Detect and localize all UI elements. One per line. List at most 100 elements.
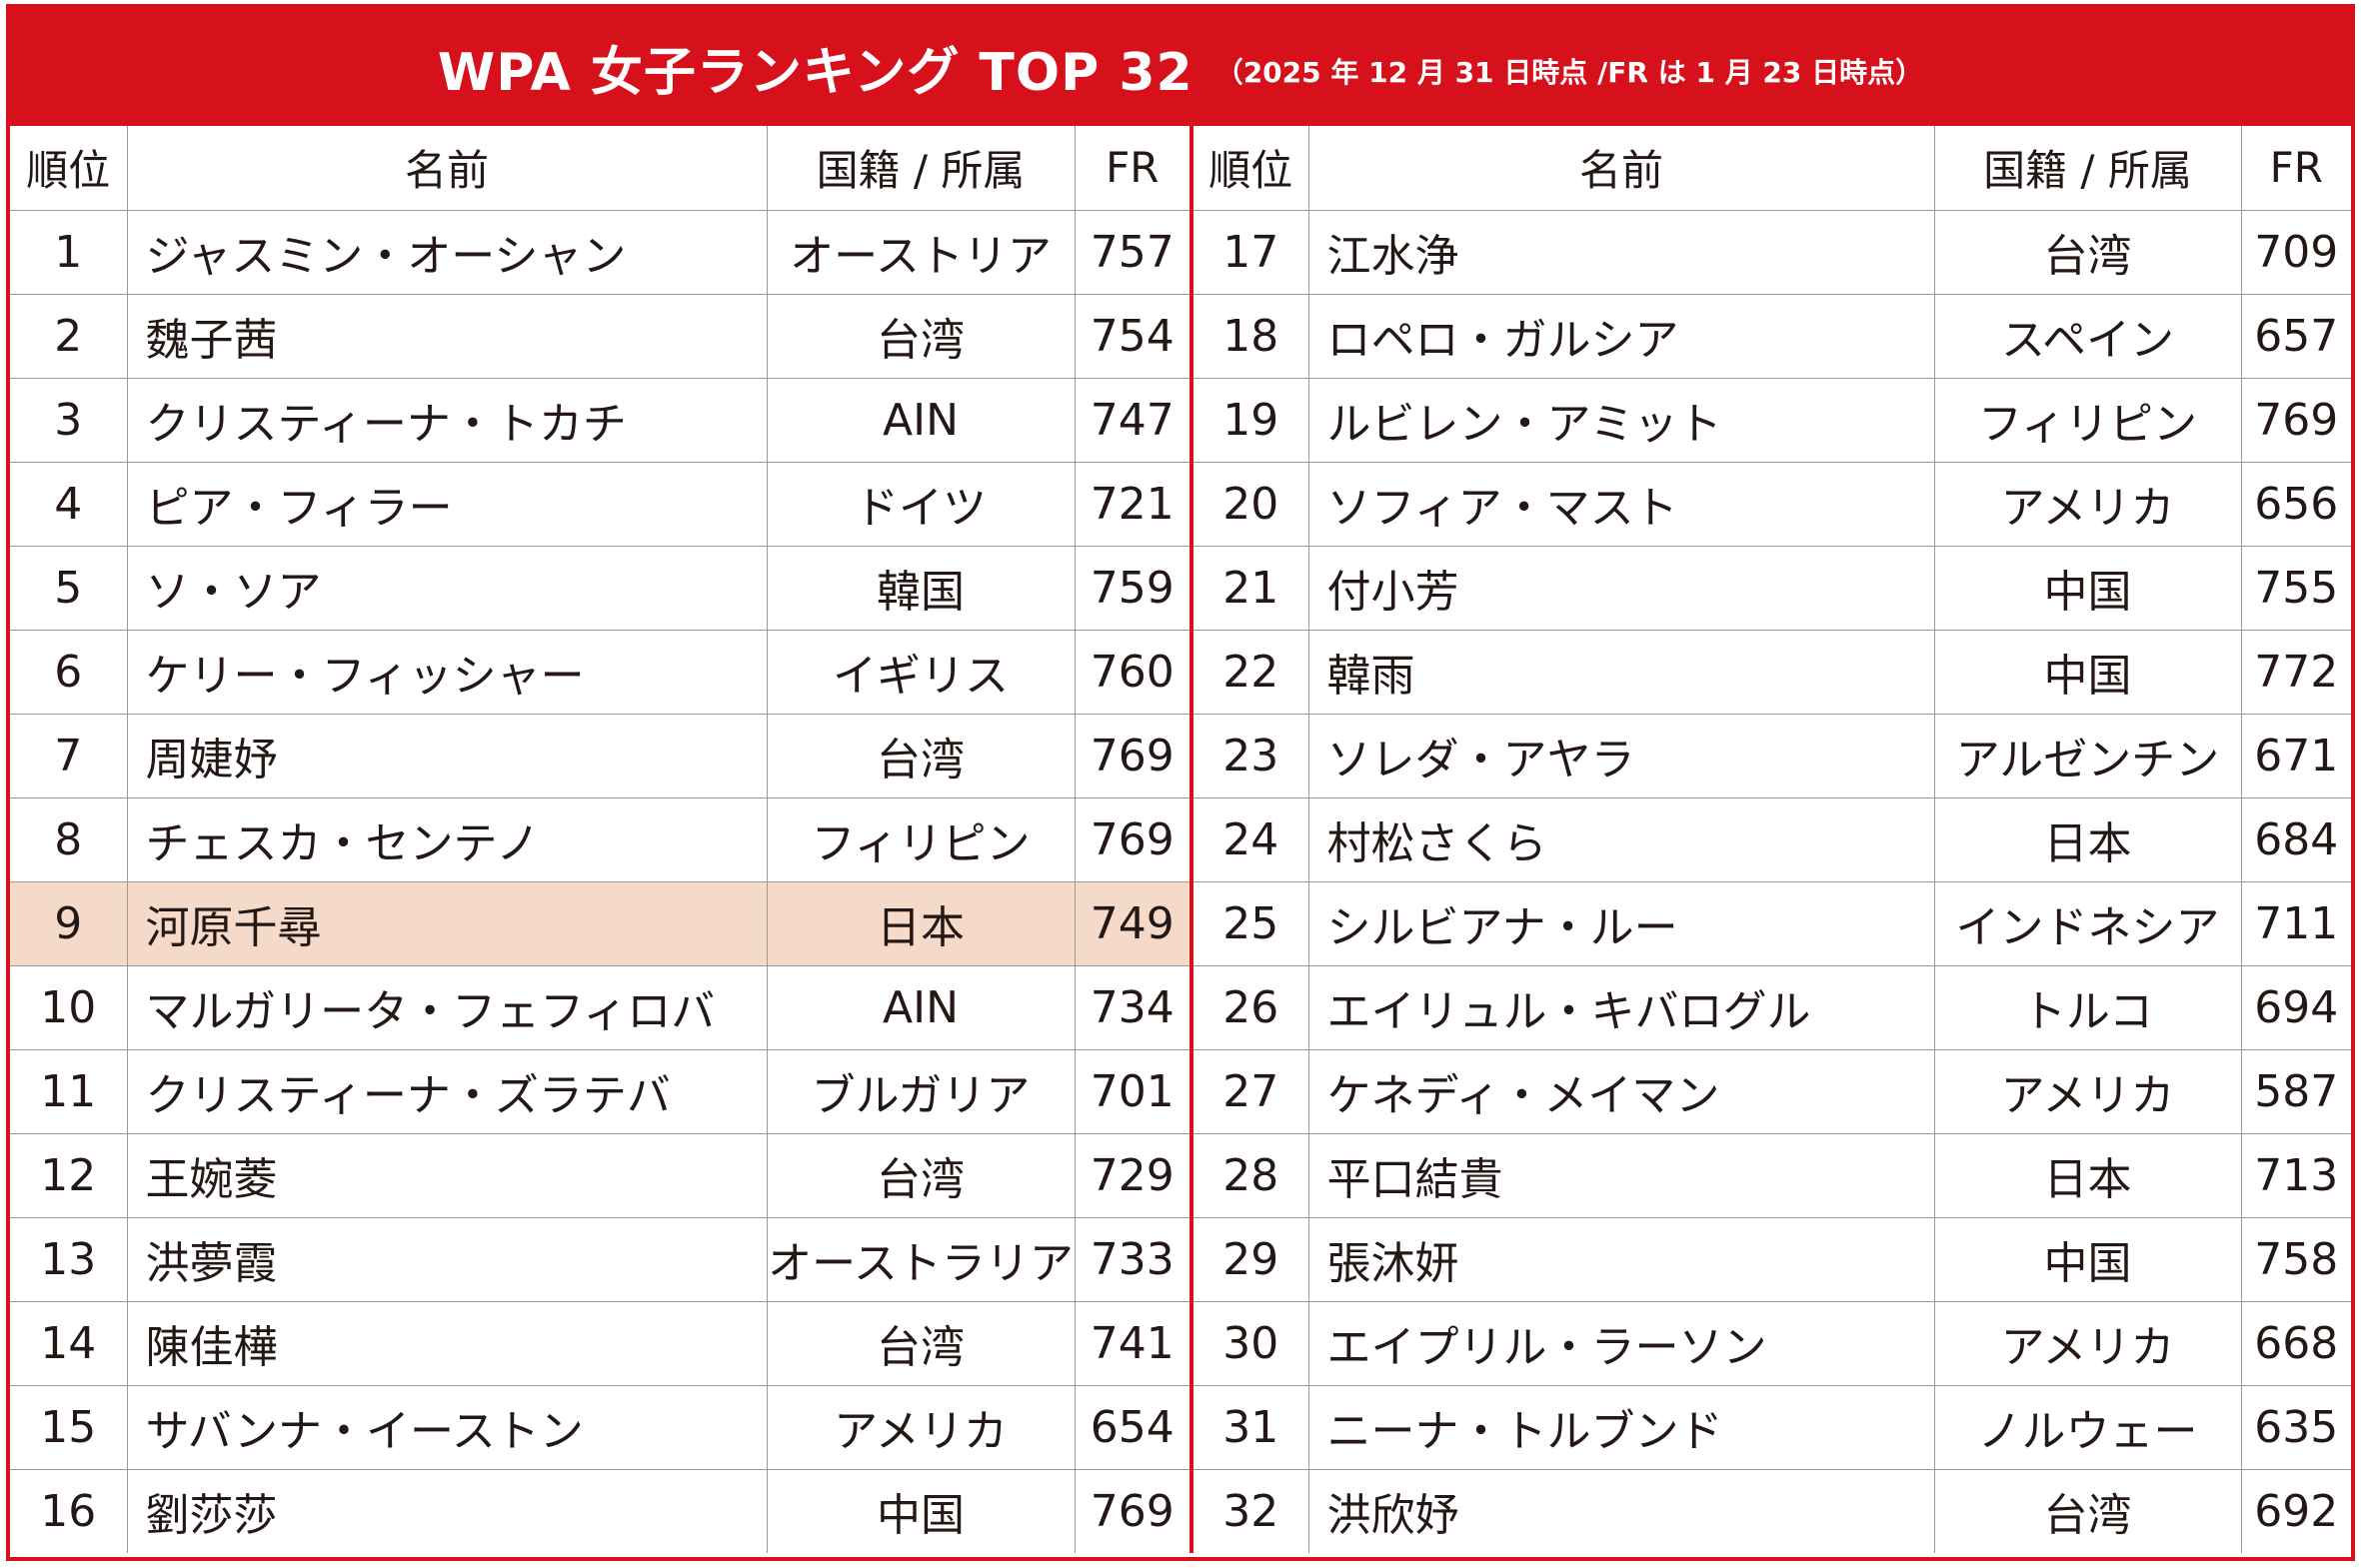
cell-fr: 769 — [1075, 714, 1193, 798]
header-row: 順位 名前 国籍 / 所属 FR 順位 名前 国籍 / 所属 FR — [10, 126, 2351, 211]
cell-rank: 21 — [1191, 546, 1309, 631]
cell-name: ソ・ソア — [127, 546, 768, 631]
cell-rank: 7 — [10, 714, 128, 798]
cell-country: ブルガリア — [767, 1049, 1076, 1134]
table-row: 5 ソ・ソア 韓国 759 21 付小芳 中国 755 — [10, 546, 2351, 631]
cell-rank: 16 — [10, 1469, 128, 1553]
cell-name: ケネディ・メイマン — [1308, 1049, 1935, 1134]
cell-name: サバンナ・イーストン — [127, 1385, 768, 1470]
cell-rank: 22 — [1191, 630, 1309, 715]
header-name: 名前 — [1308, 126, 1935, 211]
cell-fr: 758 — [2241, 1217, 2351, 1302]
cell-country: 中国 — [767, 1469, 1076, 1553]
ranking-rows: 1 ジャスミン・オーシャン オーストリア 757 17 江水浄 台湾 709 2 魏子茜 台湾 754… — [10, 210, 2351, 1553]
cell-fr: 701 — [1075, 1049, 1193, 1134]
cell-name: チェスカ・センテノ — [127, 797, 768, 882]
cell-country: 中国 — [1934, 546, 2242, 631]
cell-rank: 9 — [10, 881, 128, 966]
table-row: 6 ケリー・フィッシャー イギリス 760 22 韓雨 中国 772 — [10, 630, 2351, 715]
header-name: 名前 — [127, 126, 768, 211]
cell-rank: 13 — [10, 1217, 128, 1302]
cell-name: ピア・フィラー — [127, 462, 768, 547]
ranking-table-frame: WPA 女子ランキング TOP 32 （2025 年 12 月 31 日時点 /… — [6, 4, 2355, 1561]
cell-country: 台湾 — [1934, 1469, 2242, 1553]
cell-country: ドイツ — [767, 462, 1076, 547]
cell-country: オーストリア — [767, 210, 1076, 295]
cell-name: 江水浄 — [1308, 210, 1935, 295]
header-country: 国籍 / 所属 — [1934, 126, 2242, 211]
cell-rank: 12 — [10, 1133, 128, 1218]
cell-name: 陳佳樺 — [127, 1301, 768, 1386]
cell-fr: 668 — [2241, 1301, 2351, 1386]
cell-rank: 25 — [1191, 881, 1309, 966]
cell-rank: 31 — [1191, 1385, 1309, 1470]
cell-fr: 721 — [1075, 462, 1193, 547]
cell-rank: 15 — [10, 1385, 128, 1470]
cell-name: 韓雨 — [1308, 630, 1935, 715]
header-rank: 順位 — [1191, 126, 1309, 211]
cell-country: アルゼンチン — [1934, 714, 2242, 798]
cell-fr: 759 — [1075, 546, 1193, 631]
table-row: 11 クリスティーナ・ズラテバ ブルガリア 701 27 ケネディ・メイマン アメリカ 587 — [10, 1049, 2351, 1134]
cell-country: アメリカ — [1934, 462, 2242, 547]
cell-country: イギリス — [767, 630, 1076, 715]
cell-country: 中国 — [1934, 630, 2242, 715]
table-row: 10 マルガリータ・フェフィロバ AIN 734 26 エイリュル・キバログル トルコ 694 — [10, 965, 2351, 1050]
cell-fr: 671 — [2241, 714, 2351, 798]
cell-country: スペイン — [1934, 294, 2242, 379]
cell-country: 台湾 — [767, 714, 1076, 798]
cell-name: 周婕妤 — [127, 714, 768, 798]
cell-rank: 30 — [1191, 1301, 1309, 1386]
header-country: 国籍 / 所属 — [767, 126, 1076, 211]
cell-fr: 749 — [1075, 881, 1193, 966]
cell-name: 付小芳 — [1308, 546, 1935, 631]
cell-country: 台湾 — [1934, 210, 2242, 295]
cell-name: シルビアナ・ルー — [1308, 881, 1935, 966]
cell-rank: 2 — [10, 294, 128, 379]
cell-rank: 27 — [1191, 1049, 1309, 1134]
cell-country: 韓国 — [767, 546, 1076, 631]
table-row: 13 洪夢霞 オーストラリア 733 29 張沐妍 中国 758 — [10, 1217, 2351, 1302]
cell-fr: 741 — [1075, 1301, 1193, 1386]
cell-fr: 769 — [2241, 378, 2351, 463]
cell-fr: 754 — [1075, 294, 1193, 379]
cell-fr: 657 — [2241, 294, 2351, 379]
cell-name: 洪欣妤 — [1308, 1469, 1935, 1553]
cell-country: 日本 — [1934, 1133, 2242, 1218]
header-rank: 順位 — [10, 126, 128, 211]
cell-rank: 24 — [1191, 797, 1309, 882]
cell-name: 張沐妍 — [1308, 1217, 1935, 1302]
cell-country: 台湾 — [767, 1133, 1076, 1218]
cell-country: アメリカ — [1934, 1049, 2242, 1134]
cell-name: ソフィア・マスト — [1308, 462, 1935, 547]
cell-name: 平口結貴 — [1308, 1133, 1935, 1218]
cell-fr: 711 — [2241, 881, 2351, 966]
table-row: 3 クリスティーナ・トカチ AIN 747 19 ルビレン・アミット フィリピン 769 — [10, 378, 2351, 463]
cell-rank: 26 — [1191, 965, 1309, 1050]
table-row: 14 陳佳樺 台湾 741 30 エイプリル・ラーソン アメリカ 668 — [10, 1301, 2351, 1386]
cell-fr: 729 — [1075, 1133, 1193, 1218]
cell-country: フィリピン — [1934, 378, 2242, 463]
cell-rank: 8 — [10, 797, 128, 882]
cell-name: ケリー・フィッシャー — [127, 630, 768, 715]
cell-fr: 656 — [2241, 462, 2351, 547]
cell-fr: 760 — [1075, 630, 1193, 715]
cell-country: 日本 — [1934, 797, 2242, 882]
cell-rank: 4 — [10, 462, 128, 547]
cell-name: エイリュル・キバログル — [1308, 965, 1935, 1050]
cell-rank: 1 — [10, 210, 128, 295]
cell-fr: 692 — [2254, 1485, 2339, 1537]
cell-country: 台湾 — [767, 294, 1076, 379]
cell-rank: 18 — [1191, 294, 1309, 379]
cell-rank: 6 — [10, 630, 128, 715]
cell-country: アメリカ — [1934, 1301, 2242, 1386]
cell-rank: 20 — [1191, 462, 1309, 547]
cell-country: 台湾 — [767, 1301, 1076, 1386]
cell-fr: 772 — [2241, 630, 2351, 715]
cell-rank: 11 — [10, 1049, 128, 1134]
cell-rank: 5 — [10, 546, 128, 631]
table-row: 15 サバンナ・イーストン アメリカ 654 31 ニーナ・トルブンド ノルウェー 635 — [10, 1385, 2351, 1470]
cell-fr: 694 — [2241, 965, 2351, 1050]
table-row: 9 河原千尋 日本 749 25 シルビアナ・ルー インドネシア 711 — [10, 881, 2351, 966]
cell-fr: 587 — [2241, 1049, 2351, 1134]
